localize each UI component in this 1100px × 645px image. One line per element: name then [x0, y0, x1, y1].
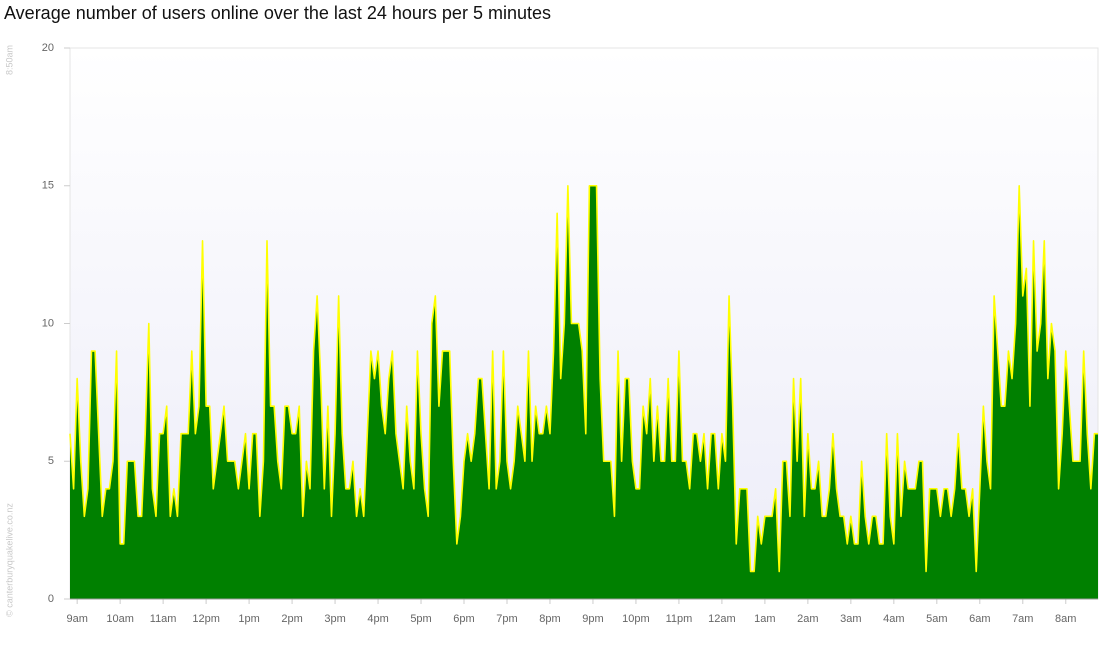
- x-tick-label: 6pm: [453, 613, 474, 625]
- x-tick-label: 7pm: [496, 613, 517, 625]
- start-label: 8:50am: [4, 45, 14, 75]
- x-tick-label: 2pm: [281, 613, 302, 625]
- credit: © canterburyquakelive.co.nz: [4, 503, 14, 617]
- x-tick-label: 10am: [106, 613, 134, 625]
- x-tick-label: 9am: [66, 613, 87, 625]
- x-tick-label: 3pm: [324, 613, 345, 625]
- x-tick-label: 11am: [150, 613, 177, 625]
- x-tick-label: 8pm: [539, 613, 560, 625]
- x-tick-label: 4am: [883, 613, 904, 625]
- y-tick-label: 0: [48, 593, 54, 605]
- x-tick-label: 7am: [1012, 613, 1033, 625]
- x-tick-label: 5am: [926, 613, 947, 625]
- x-tick-label: 1am: [754, 613, 775, 625]
- x-tick-label: 3am: [840, 613, 861, 625]
- y-tick-label: 20: [42, 42, 54, 54]
- y-tick-label: 15: [42, 180, 54, 192]
- x-tick-label: 8am: [1055, 613, 1076, 625]
- x-tick-label: 9pm: [582, 613, 603, 625]
- x-tick-label: 6am: [969, 613, 990, 625]
- chart-title: Average number of users online over the …: [4, 3, 551, 23]
- x-tick-label: 10pm: [622, 613, 650, 625]
- x-tick-label: 12pm: [192, 613, 220, 625]
- x-tick-label: 11pm: [666, 613, 693, 625]
- x-tick-label: 4pm: [367, 613, 388, 625]
- line: [69, 184, 1098, 573]
- x-tick-label: 1pm: [238, 613, 259, 625]
- x-tick-label: 12am: [708, 613, 736, 625]
- x-tick-label: 2am: [797, 613, 818, 625]
- x-tick-label: 5pm: [410, 613, 431, 625]
- y-tick-label: 10: [42, 317, 54, 329]
- y-tick-label: 5: [48, 455, 54, 467]
